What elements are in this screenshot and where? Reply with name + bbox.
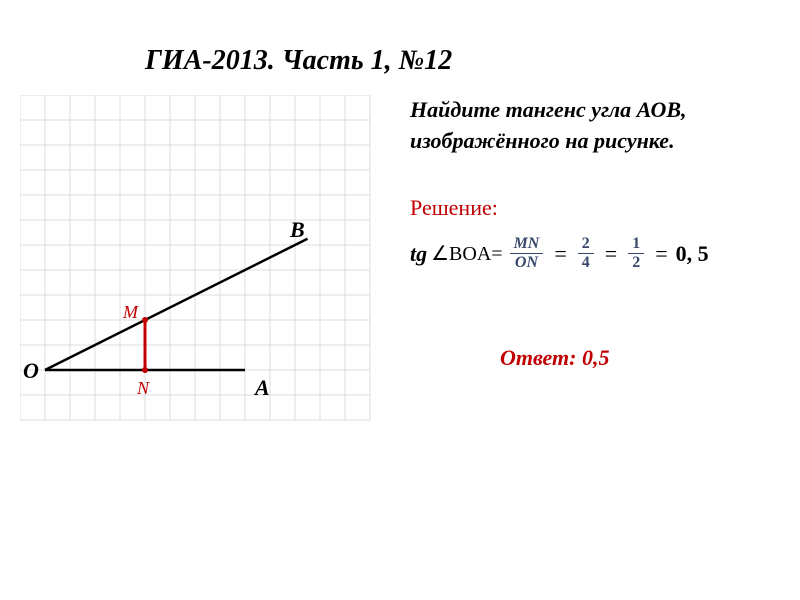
problem-statement: Найдите тангенс угла АОВ, изображённого … [410,95,770,157]
geometry-diagram: O A B M N [20,95,390,445]
equals-2: = [605,241,617,267]
point-label-o: O [23,358,39,384]
fraction-mn-on: MN ON [510,235,544,272]
tg-symbol: tg [410,241,427,267]
equals-1: = [554,241,566,267]
point-label-a: A [255,375,270,401]
point-label-n: N [137,378,149,399]
equals-3: = [655,241,667,267]
solution-formula: tg ∠BOA= MN ON = 2 4 = 1 2 = 0, 5 [410,235,709,272]
frac1-den: ON [511,254,542,272]
frac1-num: MN [510,235,544,254]
point-label-m: M [123,302,138,323]
angle-boa: ∠BOA= [431,241,502,266]
point-label-b: B [290,217,305,243]
answer-text: Ответ: 0,5 [500,345,609,371]
page-title: ГИА-2013. Часть 1, №12 [145,45,452,77]
frac2-num: 2 [578,235,594,254]
frac3-den: 2 [628,254,644,272]
fraction-1-2: 1 2 [628,235,644,272]
frac2-den: 4 [578,254,594,272]
fraction-2-4: 2 4 [578,235,594,272]
frac3-num: 1 [628,235,644,254]
result-value: 0, 5 [676,241,709,267]
solution-label: Решение: [410,195,498,221]
